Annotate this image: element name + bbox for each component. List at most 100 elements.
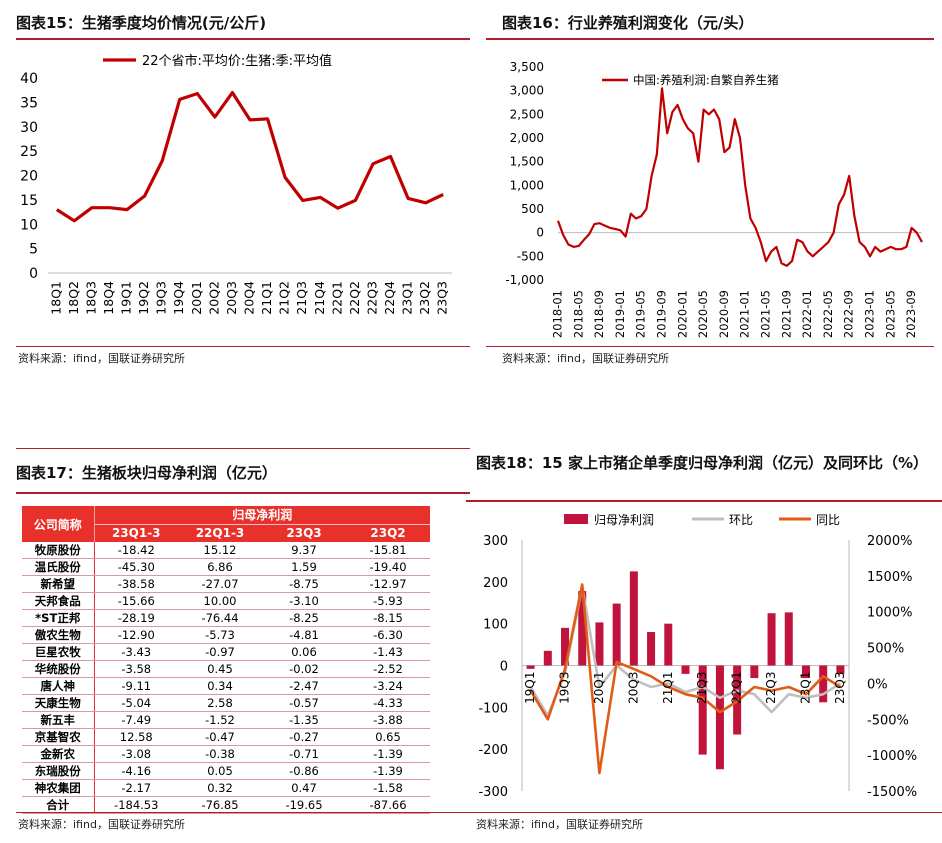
x-tick-label: 2021-05 [759,290,773,338]
value-cell: -3.58 [94,660,178,678]
company-name-cell: 天康生物 [22,694,95,712]
bar [612,603,621,666]
table-row: 唐人神 -9.11 0.34 -2.47 -3.24 [22,677,430,695]
bar [595,622,604,666]
value-cell: -28.19 [94,609,178,627]
company-name-cell: 华统股份 [22,660,95,678]
y-tick-label: 2,000 [510,131,544,145]
column-header: 23Q1-3 [94,524,178,542]
value-cell: -4.81 [262,626,346,644]
company-name-cell: 唐人神 [22,677,95,695]
x-tick-label: 19Q1 [523,672,537,704]
company-name-cell: 天邦食品 [22,592,95,610]
value-cell: -87.66 [346,796,430,814]
y2-tick-label: 1000% [867,606,912,621]
value-cell: -7.49 [94,711,178,729]
bar [629,571,638,666]
x-tick-label: 23Q1 [798,672,812,704]
bar [767,613,776,666]
value-cell: -12.97 [346,575,430,593]
table-row: 东瑞股份 -4.16 0.05 -0.86 -1.39 [22,762,430,780]
company-name-cell: 京基智农 [22,728,95,746]
divider [486,346,934,347]
x-tick-label: 19Q3 [154,281,169,315]
x-tick-label: 2022-01 [800,290,814,338]
panel-15: 图表15：生猪季度均价情况(元/公斤) 0 5 10 15 20 25 30 35 40 18Q1… [0,0,470,380]
value-cell: 6.86 [178,558,262,576]
bar [698,665,707,755]
x-tick-label: 23Q3 [435,281,450,315]
x-tick-label: 2019-05 [634,290,648,338]
value-cell: 0.06 [262,643,346,661]
value-cell: -8.75 [262,575,346,593]
value-cell: 0.47 [262,779,346,797]
series-line [529,583,842,775]
chart16-plot: -1,000 -500 0 500 1,000 1,500 2,000 2,500 3,000 3… [505,60,923,338]
column-header: 23Q2 [346,524,430,542]
value-cell: -1.58 [346,779,430,797]
value-cell: 0.45 [178,660,262,678]
panel-16: 图表16：行业养殖利润变化（元/头） -1,000 -500 0 500 1,000 1,… [486,0,942,380]
y2-tick-label: 500% [867,642,904,657]
profit-table-wrap: 公司简称 归母净利润 23Q1-3 22Q1-3 23Q3 23Q2 牧原股份 -… [22,506,430,814]
bar [578,591,587,666]
value-cell: -8.25 [262,609,346,627]
x-tick-label: 18Q2 [66,281,81,315]
table-row: 新希望 -38.58 -27.07 -8.75 -12.97 [22,575,430,593]
x-tick-label: 22Q3 [764,672,778,704]
y-tick-label: 300 [483,534,508,549]
value-cell: -5.73 [178,626,262,644]
y-tick-label: 35 [20,95,38,111]
table-header-row: 23Q1-3 22Q1-3 23Q3 23Q2 [22,524,430,542]
chart17-source: 资料来源：ifind，国联证券研究所 [18,818,185,831]
series-line [55,91,444,223]
y-tick-label: 20 [20,169,38,185]
y-tick-label: 0 [29,266,38,282]
divider [466,812,942,813]
y-tick-label: 500 [521,202,544,216]
company-name-cell: 合计 [22,796,95,814]
y-tick-label: 0 [536,226,544,240]
value-cell: -1.39 [346,745,430,763]
bar [784,612,793,666]
value-cell: -3.24 [346,677,430,695]
value-cell: -45.30 [94,558,178,576]
y2-tick-label: 2000% [867,534,912,549]
value-cell: -18.42 [94,542,178,559]
x-tick-label: 18Q1 [48,281,63,315]
divider [16,448,470,449]
bar [715,665,724,770]
x-tick-label: 19Q2 [136,281,151,315]
x-tick-label: 18Q4 [101,281,116,315]
x-tick-label: 20Q3 [224,281,239,315]
x-tick-label: 20Q2 [206,281,221,315]
table-group-header-row: 公司简称 归母净利润 [22,506,430,542]
bar [526,665,535,669]
table-row: 温氏股份 -45.30 6.86 1.59 -19.40 [22,558,430,576]
value-cell: -3.10 [262,592,346,610]
value-cell: 9.37 [262,542,346,559]
value-cell: -4.16 [94,762,178,780]
y2-tick-label: -500% [867,713,909,728]
value-cell: -19.65 [262,796,346,814]
table-row: 神农集团 -2.17 0.32 0.47 -1.58 [22,779,430,797]
value-cell: -15.81 [346,542,430,559]
x-tick-label: 19Q4 [171,281,186,315]
table-row: 天邦食品 -15.66 10.00 -3.10 -5.93 [22,592,430,610]
value-cell: -6.30 [346,626,430,644]
bar [681,665,690,674]
table-row: 牧原股份 -18.42 15.12 9.37 -15.81 [22,542,430,559]
table-row: 华统股份 -3.58 0.45 -0.02 -2.52 [22,660,430,678]
chart15-plot: 0 5 10 15 20 25 30 35 40 18Q1 18Q2 18Q3 18Q4 19Q1 19Q2… [20,53,452,315]
x-tick-label: 20Q1 [189,281,204,315]
x-tick-label: 2018-05 [571,290,585,338]
value-cell: -5.04 [94,694,178,712]
x-tick-label: 21Q3 [695,672,709,704]
value-cell: -0.27 [262,728,346,746]
value-cell: -184.53 [94,796,178,814]
x-tick-label: 21Q3 [294,281,309,315]
x-tick-label: 20Q3 [626,672,640,704]
value-cell: -0.97 [178,643,262,661]
x-tick-label: 2018-09 [592,290,606,338]
y-tick-label: -100 [478,701,508,716]
